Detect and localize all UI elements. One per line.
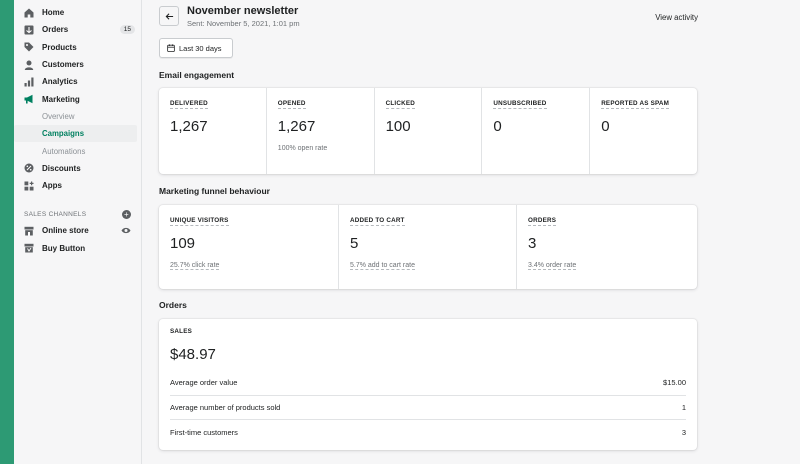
funnel-title: Marketing funnel behaviour bbox=[159, 186, 270, 196]
row-value: 3 bbox=[681, 427, 686, 437]
page-subtitle: Sent: November 5, 2021, 1:01 pm bbox=[187, 19, 300, 28]
home-icon bbox=[24, 8, 34, 18]
eye-icon[interactable] bbox=[121, 226, 131, 235]
sidebar-item-apps[interactable]: Apps bbox=[14, 177, 141, 194]
metric-rate[interactable]: 5.7% add to cart rate bbox=[350, 262, 415, 270]
table-row: Average order value $15.00 bbox=[170, 371, 686, 396]
tag-icon bbox=[24, 42, 34, 52]
sidebar-item-label: Marketing bbox=[42, 94, 80, 104]
metric-label[interactable]: UNSUBSCRIBED bbox=[493, 100, 547, 109]
arrow-left-icon bbox=[165, 12, 173, 20]
row-label: First-time customers bbox=[170, 427, 238, 437]
email-engagement-card: DELIVERED 1,267 OPENED 1,267 100% open r… bbox=[159, 88, 697, 174]
sidebar-item-label: Online store bbox=[42, 226, 89, 236]
buy-button-icon bbox=[24, 243, 34, 253]
megaphone-icon bbox=[24, 94, 34, 104]
metric-label[interactable]: ADDED TO CART bbox=[350, 217, 405, 226]
sidebar-subitem-overview[interactable]: Overview bbox=[42, 111, 75, 121]
metric-orders: ORDERS 3 3.4% order rate bbox=[517, 205, 697, 289]
table-row: Average number of products sold 1 bbox=[170, 396, 686, 420]
row-label: Average order value bbox=[170, 378, 238, 388]
metric-value: 3 bbox=[528, 235, 537, 252]
metric-opened: OPENED 1,267 100% open rate bbox=[267, 88, 375, 174]
orders-table: Average order value $15.00 Average numbe… bbox=[170, 371, 686, 445]
metric-value: 5 bbox=[350, 235, 359, 252]
orders-icon bbox=[24, 25, 34, 35]
sidebar-item-orders[interactable]: Orders 15 bbox=[14, 21, 141, 38]
orders-count-badge: 15 bbox=[119, 25, 135, 35]
person-icon bbox=[24, 60, 34, 70]
sidebar-item-label: Home bbox=[42, 8, 65, 18]
sidebar-item-label: Customers bbox=[42, 60, 84, 70]
date-range-label: Last 30 days bbox=[179, 43, 222, 53]
metric-clicked: CLICKED 100 bbox=[375, 88, 483, 174]
sales-channels-header: SALES CHANNELS + bbox=[14, 206, 141, 222]
sidebar-item-label: Products bbox=[42, 42, 77, 52]
metric-value: 1,267 bbox=[170, 118, 208, 135]
sidebar-item-marketing[interactable]: Marketing bbox=[14, 90, 141, 107]
row-value: $15.00 bbox=[663, 378, 686, 388]
metric-delivered: DELIVERED 1,267 bbox=[159, 88, 267, 174]
row-label: Average number of products sold bbox=[170, 402, 281, 412]
sidebar-item-analytics[interactable]: Analytics bbox=[14, 73, 141, 90]
metric-value: 0 bbox=[601, 118, 610, 135]
metric-value: 1,267 bbox=[277, 118, 316, 135]
funnel-card: UNIQUE VISITORS 109 25.7% click rate ADD… bbox=[159, 205, 697, 289]
metric-reported-as-spam: REPORTED AS SPAM 0 bbox=[590, 88, 697, 174]
row-value: 1 bbox=[681, 402, 686, 412]
email-engagement-title: Email engagement bbox=[159, 70, 235, 80]
sidebar-subitem-campaigns[interactable]: Campaigns bbox=[14, 125, 137, 143]
sidebar-subitem-automations[interactable]: Automations bbox=[42, 146, 86, 156]
sidebar-item-home[interactable]: Home bbox=[14, 4, 141, 21]
metric-rate[interactable]: 3.4% order rate bbox=[528, 262, 577, 270]
metric-value: 100 bbox=[385, 118, 411, 135]
apps-icon bbox=[24, 181, 34, 191]
metric-unsubscribed: UNSUBSCRIBED 0 bbox=[482, 88, 591, 174]
metric-value: 109 bbox=[170, 235, 196, 252]
date-range-button[interactable]: Last 30 days bbox=[159, 38, 233, 58]
calendar-icon bbox=[167, 44, 175, 52]
sidebar: Home Orders 15 Products Customers Anal bbox=[14, 0, 142, 464]
metric-rate: 100% open rate bbox=[277, 145, 328, 152]
sidebar-item-buy-button[interactable]: Buy Button bbox=[14, 240, 141, 257]
metric-label[interactable]: UNIQUE VISITORS bbox=[170, 217, 229, 226]
metric-added-to-cart: ADDED TO CART 5 5.7% add to cart rate bbox=[339, 205, 517, 289]
metric-label[interactable]: DELIVERED bbox=[170, 100, 208, 109]
page-title: November newsletter bbox=[187, 5, 299, 17]
metric-label[interactable]: CLICKED bbox=[385, 100, 415, 109]
metric-label[interactable]: REPORTED AS SPAM bbox=[601, 100, 670, 109]
sidebar-item-label: Discounts bbox=[42, 163, 81, 173]
metric-value: 0 bbox=[493, 118, 502, 135]
sidebar-item-label: Buy Button bbox=[42, 243, 86, 253]
add-channel-button[interactable]: + bbox=[122, 209, 131, 219]
sidebar-item-label: Orders bbox=[42, 25, 69, 35]
sidebar-item-discounts[interactable]: Discounts bbox=[14, 160, 141, 177]
metric-unique-visitors: UNIQUE VISITORS 109 25.7% click rate bbox=[159, 205, 339, 289]
sidebar-item-online-store[interactable]: Online store bbox=[14, 222, 141, 239]
sidebar-item-customers[interactable]: Customers bbox=[14, 56, 141, 73]
sidebar-item-label: Apps bbox=[42, 181, 62, 191]
metric-label[interactable]: ORDERS bbox=[528, 217, 557, 226]
sidebar-item-products[interactable]: Products bbox=[14, 39, 141, 56]
store-icon bbox=[24, 226, 34, 236]
sales-value: $48.97 bbox=[170, 346, 216, 363]
view-activity-button[interactable]: View activity bbox=[655, 13, 698, 22]
sales-channels-title: SALES CHANNELS bbox=[24, 210, 87, 218]
back-button[interactable] bbox=[159, 6, 179, 26]
discount-icon bbox=[24, 163, 34, 173]
orders-title: Orders bbox=[159, 300, 187, 310]
sidebar-item-label: Analytics bbox=[42, 77, 78, 87]
metric-rate[interactable]: 25.7% click rate bbox=[170, 262, 220, 270]
orders-card: SALES $48.97 Average order value $15.00 … bbox=[159, 319, 697, 450]
metric-label[interactable]: OPENED bbox=[277, 100, 306, 109]
main-content: November newsletter Sent: November 5, 20… bbox=[142, 0, 800, 464]
table-row: First-time customers 3 bbox=[170, 420, 686, 445]
sales-label: SALES bbox=[170, 328, 192, 335]
bar-chart-icon bbox=[24, 77, 34, 87]
